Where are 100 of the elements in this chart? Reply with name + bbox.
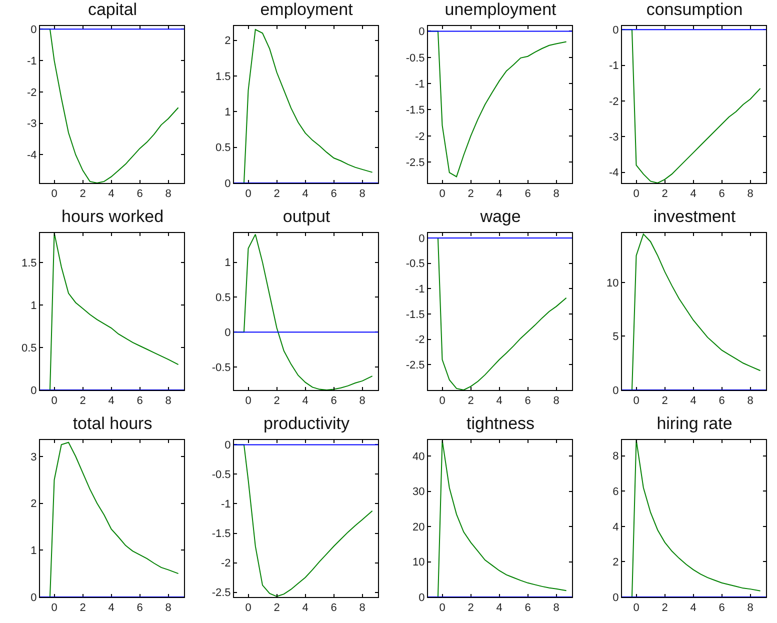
x-tick-label: 8 [553, 602, 560, 614]
y-tick-label: -3 [27, 118, 37, 130]
x-tick-label: 8 [165, 188, 172, 200]
x-tick-label: 6 [524, 395, 531, 408]
y-tick-label: 0 [224, 326, 231, 339]
y-tick-label: -2.5 [212, 587, 231, 600]
y-tick-label: 0 [224, 178, 231, 190]
x-tick-label: 8 [747, 395, 754, 408]
y-tick-label: 6 [612, 486, 619, 498]
x-tick-label: 8 [553, 395, 560, 408]
x-tick-label: 4 [690, 602, 696, 614]
x-tick-label: 6 [330, 602, 337, 614]
y-tick-label: -4 [27, 150, 37, 162]
y-tick-label: 1 [224, 106, 231, 118]
chart-title: capital [88, 0, 138, 20]
y-tick-label: 0 [30, 384, 37, 397]
y-tick-label: 0 [418, 232, 425, 245]
x-tick-label: 4 [496, 395, 502, 408]
y-tick-label: 0 [30, 592, 37, 604]
y-tick-label: 2 [612, 556, 619, 569]
x-tick-label: 0 [439, 395, 446, 408]
x-tick-label: 0 [51, 188, 58, 200]
x-tick-label: 2 [468, 188, 474, 200]
x-tick-label: 8 [165, 602, 172, 614]
y-tick-label: -0.5 [212, 362, 231, 374]
y-tick-label: 0.5 [22, 342, 37, 354]
y-tick-label: -0.5 [212, 469, 231, 482]
y-tick-label: 1 [224, 257, 231, 270]
y-tick-label: -2.5 [406, 156, 425, 169]
y-tick-label: -1 [415, 284, 425, 296]
x-tick-label: 6 [136, 602, 143, 614]
x-tick-label: 2 [274, 602, 280, 614]
x-tick-label: 2 [662, 188, 668, 200]
x-tick-label: 8 [359, 395, 366, 408]
x-tick-label: 4 [496, 188, 502, 200]
y-tick-label: 2 [224, 35, 231, 48]
x-tick-label: 4 [108, 395, 114, 408]
chart-title: total hours [72, 414, 152, 434]
x-tick-label: 8 [553, 188, 560, 200]
x-tick-label: 8 [359, 188, 366, 200]
chart-title: output [282, 207, 330, 226]
y-tick-label: -1.5 [212, 528, 231, 540]
y-tick-label: -0.5 [406, 258, 425, 270]
y-tick-label: -2 [415, 334, 425, 346]
y-tick-label: 4 [612, 521, 619, 534]
x-tick-label: 6 [136, 188, 143, 200]
x-tick-label: 4 [690, 188, 696, 200]
y-tick-label: 0 [612, 24, 619, 36]
y-tick-label: 0.5 [216, 142, 231, 154]
x-tick-label: 4 [496, 602, 502, 614]
chart-title: consumption [646, 0, 743, 20]
x-tick-label: 2 [80, 602, 86, 614]
chart-title: tightness [466, 414, 535, 434]
x-tick-label: 0 [439, 188, 446, 200]
x-tick-label: 6 [330, 395, 337, 408]
x-tick-label: 8 [747, 188, 754, 200]
x-tick-label: 2 [468, 602, 474, 614]
y-tick-label: -2 [221, 558, 231, 570]
x-tick-label: 2 [662, 602, 668, 614]
x-tick-label: 0 [633, 602, 640, 614]
y-tick-label: 0 [224, 440, 231, 452]
y-tick-label: 0 [418, 26, 425, 38]
y-tick-label: -1 [27, 55, 37, 68]
x-tick-label: 2 [468, 395, 474, 408]
x-tick-label: 2 [662, 395, 668, 408]
y-tick-label: 20 [412, 521, 425, 534]
chart-title: wage [479, 207, 521, 226]
chart-title: unemployment [444, 0, 557, 20]
x-tick-label: 8 [359, 602, 366, 614]
y-tick-label: 10 [606, 277, 619, 290]
y-tick-label: 40 [412, 451, 425, 464]
y-tick-label: 8 [612, 450, 619, 463]
chart-title: productivity [264, 414, 350, 434]
y-tick-label: 3 [30, 451, 37, 464]
y-tick-label: -4 [609, 167, 619, 180]
y-tick-label: 0 [30, 24, 37, 36]
chart-title: employment [260, 0, 354, 20]
y-tick-label: -1 [221, 498, 231, 511]
x-tick-label: 0 [439, 602, 446, 614]
x-tick-label: 0 [51, 395, 58, 408]
x-tick-label: 6 [718, 602, 725, 614]
y-tick-label: 1 [30, 300, 37, 312]
x-tick-label: 0 [245, 395, 252, 408]
x-tick-label: 4 [302, 188, 308, 200]
x-tick-label: 4 [302, 602, 308, 614]
y-tick-label: 2 [30, 498, 37, 510]
y-tick-label: -1.5 [406, 104, 425, 117]
x-tick-label: 4 [108, 602, 114, 614]
y-tick-label: -2.5 [406, 360, 425, 372]
x-tick-label: 0 [633, 395, 640, 408]
x-tick-label: 0 [51, 602, 58, 614]
y-tick-label: -3 [609, 131, 619, 144]
x-tick-label: 6 [524, 602, 531, 614]
x-tick-label: 6 [524, 188, 531, 200]
y-tick-label: 10 [412, 556, 425, 569]
y-tick-label: 0 [612, 592, 619, 604]
x-tick-label: 2 [274, 395, 280, 408]
y-tick-label: -1 [609, 60, 619, 72]
y-tick-label: -1 [415, 78, 425, 90]
x-tick-label: 0 [245, 602, 252, 614]
